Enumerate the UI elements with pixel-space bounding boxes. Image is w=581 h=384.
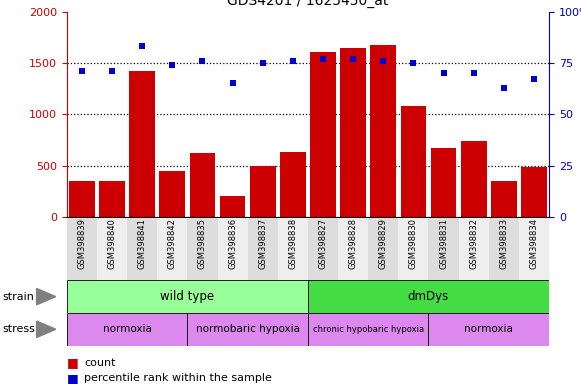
Point [469,70,478,76]
Bar [401,106,426,217]
Text: ■: ■ [67,356,78,369]
Point [228,80,237,86]
Point [409,60,418,66]
Point [318,56,328,62]
Text: stress: stress [3,324,36,334]
Point [439,70,448,76]
Bar [371,45,396,217]
Bar [431,148,456,217]
Text: chronic hypobaric hypoxia: chronic hypobaric hypoxia [313,325,424,334]
Point [499,84,508,91]
Text: GSM398829: GSM398829 [379,218,388,269]
Bar [130,71,155,217]
Bar [278,217,308,280]
Text: normoxia: normoxia [464,324,513,334]
Point [288,58,297,64]
Bar [428,217,458,280]
Bar [160,171,185,217]
Text: GDS4201 / 1625450_at: GDS4201 / 1625450_at [227,0,389,8]
Bar [338,217,368,280]
Point [77,68,87,74]
Text: GSM398839: GSM398839 [77,218,87,269]
Bar [67,280,308,313]
Bar [99,181,125,217]
Bar [248,217,278,280]
Text: dmDys: dmDys [408,290,449,303]
Bar [250,166,275,217]
Text: wild type: wild type [160,290,214,303]
Bar [368,217,399,280]
Text: GSM398833: GSM398833 [499,218,508,269]
Bar [189,153,215,217]
Bar [157,217,187,280]
Text: GSM398830: GSM398830 [409,218,418,269]
Point [138,43,147,50]
Text: strain: strain [3,291,35,302]
Bar [217,217,248,280]
Bar [187,217,217,280]
Text: ■: ■ [67,372,78,384]
Bar [519,217,549,280]
Bar [127,217,157,280]
Point [349,56,358,62]
Text: percentile rank within the sample: percentile rank within the sample [84,373,272,383]
Bar [308,217,338,280]
Text: GSM398831: GSM398831 [439,218,448,269]
Bar [310,51,336,217]
Text: GSM398827: GSM398827 [318,218,328,269]
Text: GSM398835: GSM398835 [198,218,207,269]
Bar [491,181,517,217]
Text: GSM398836: GSM398836 [228,218,237,269]
Bar [187,313,308,346]
Bar [280,152,306,217]
Bar [461,141,486,217]
Text: GSM398837: GSM398837 [258,218,267,269]
Bar [340,48,366,217]
Bar [399,217,428,280]
Bar [428,313,549,346]
Text: normoxia: normoxia [103,324,152,334]
Text: GSM398832: GSM398832 [469,218,478,269]
Point [529,76,539,83]
Bar [521,167,547,217]
Point [258,60,267,66]
Text: GSM398828: GSM398828 [349,218,358,269]
Text: GSM398834: GSM398834 [529,218,539,269]
Text: GSM398838: GSM398838 [288,218,297,269]
Bar [69,181,95,217]
Text: GSM398840: GSM398840 [107,218,117,269]
Point [168,62,177,68]
Text: GSM398842: GSM398842 [168,218,177,269]
Text: count: count [84,358,116,368]
Point [107,68,117,74]
Bar [97,217,127,280]
Bar [67,313,187,346]
Point [198,58,207,64]
Bar [220,197,245,217]
Bar [308,313,428,346]
Point [379,58,388,64]
Polygon shape [37,288,56,305]
Text: GSM398841: GSM398841 [138,218,146,269]
Text: normobaric hypoxia: normobaric hypoxia [196,324,300,334]
Polygon shape [37,321,56,338]
Bar [458,217,489,280]
Bar [67,217,97,280]
Bar [489,217,519,280]
Bar [67,217,549,218]
Bar [308,280,549,313]
